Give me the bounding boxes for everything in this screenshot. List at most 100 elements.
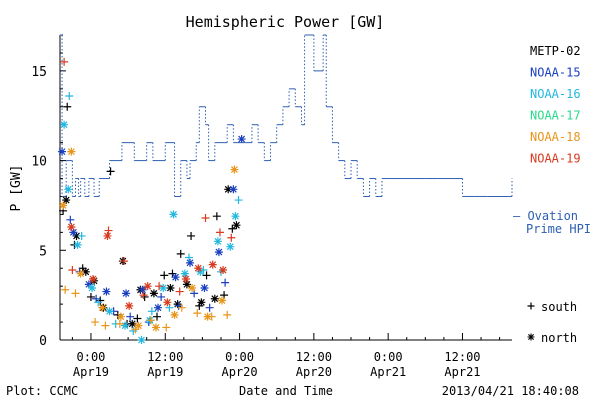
south-point <box>175 287 184 296</box>
legend-entry: METP-02 <box>530 44 581 58</box>
south-point <box>106 167 115 176</box>
x-tick-date-label: Apr21 <box>370 365 406 379</box>
south-point <box>104 226 113 235</box>
south-point <box>153 312 162 321</box>
north-point <box>98 303 107 312</box>
north-point <box>218 296 227 305</box>
legend-entry: NOAA-17 <box>530 109 581 123</box>
north-point <box>219 266 228 275</box>
north-point <box>149 289 158 298</box>
south-point <box>227 233 236 242</box>
south-point <box>184 253 193 262</box>
north-point <box>116 312 125 321</box>
south-point <box>195 301 204 310</box>
north-point <box>151 323 160 332</box>
x-tick-date-label: Apr21 <box>444 365 480 379</box>
south-point <box>91 318 100 327</box>
south-point <box>187 231 196 240</box>
south-point <box>77 231 86 240</box>
south-point <box>157 292 166 301</box>
legend-entry: NOAA-15 <box>530 66 581 80</box>
south-point <box>201 214 210 222</box>
south-point <box>212 212 221 221</box>
north-point <box>232 221 241 230</box>
north-point <box>69 228 78 237</box>
x-axis-label: Date and Time <box>239 384 333 398</box>
north-point <box>231 212 240 221</box>
south-point <box>65 92 74 100</box>
north-point <box>128 319 137 328</box>
north-point <box>159 283 168 292</box>
y-tick-label: 5 <box>39 244 47 259</box>
north-point <box>196 267 205 276</box>
south-point <box>139 291 148 300</box>
south-point <box>66 215 75 224</box>
plot-area: 0510150:00Apr1912:00Apr190:00Apr2012:00A… <box>31 34 513 379</box>
x-tick-label: 0:00 <box>374 350 403 364</box>
legend: METP-02 NOAA-15 NOAA-16 NOAA-17 NOAA-18 NOAA-… <box>513 44 591 345</box>
south-point <box>177 303 186 312</box>
legend-entry: NOAA-19 <box>530 152 581 166</box>
south-point <box>140 292 149 301</box>
legend-north-marker <box>527 333 535 341</box>
y-axis-label: P [GW] <box>9 165 24 212</box>
south-point <box>228 224 237 233</box>
south-point <box>63 102 72 111</box>
north-point <box>154 303 163 312</box>
y-tick-label: 0 <box>39 334 47 349</box>
north-point <box>203 312 212 321</box>
north-point <box>125 301 134 310</box>
legend-north-label: north <box>541 331 577 345</box>
north-point <box>166 283 175 292</box>
north-point <box>103 231 112 240</box>
north-point <box>186 258 195 267</box>
south-point <box>223 310 232 319</box>
north-point <box>73 240 82 249</box>
north-point <box>87 283 96 292</box>
south-point <box>215 228 224 237</box>
south-point <box>101 321 110 330</box>
south-point <box>162 323 171 332</box>
legend-south-label: south <box>541 300 577 314</box>
south-point <box>115 319 124 328</box>
north-point <box>143 282 152 291</box>
north-point <box>214 248 223 257</box>
north-point <box>229 185 238 194</box>
south-point <box>133 314 142 323</box>
north-point <box>171 273 180 282</box>
north-point <box>237 135 246 144</box>
north-point <box>72 231 81 240</box>
x-tick-label: 12:00 <box>444 350 480 364</box>
south-point <box>221 278 230 287</box>
legend-ovation-line2: Prime HPI <box>526 222 591 236</box>
north-point <box>62 196 71 205</box>
north-point <box>64 185 73 194</box>
x-tick-label: 0:00 <box>77 350 106 364</box>
x-tick-label: 12:00 <box>296 350 332 364</box>
south-point <box>92 294 101 303</box>
north-point <box>84 280 93 289</box>
north-point <box>197 298 206 307</box>
north-point <box>105 307 114 316</box>
south-point <box>68 266 77 275</box>
north-point <box>76 269 85 278</box>
south-point <box>86 292 95 301</box>
y-tick-label: 15 <box>31 65 47 80</box>
south-point <box>60 57 69 66</box>
north-point <box>121 321 130 330</box>
north-point <box>59 201 68 210</box>
south-point <box>129 327 138 336</box>
south-point <box>155 282 164 291</box>
south-point <box>202 271 211 280</box>
x-tick-date-label: Apr19 <box>147 365 183 379</box>
north-point <box>122 289 131 298</box>
north-point <box>213 237 222 246</box>
north-point <box>230 165 239 174</box>
north-point <box>163 298 172 307</box>
north-point <box>89 275 98 283</box>
south-point <box>119 257 128 266</box>
x-tick-label: 12:00 <box>147 350 183 364</box>
south-point <box>193 309 202 318</box>
legend-south-marker <box>527 302 535 310</box>
plot-credit: Plot: CCMC <box>6 384 78 398</box>
